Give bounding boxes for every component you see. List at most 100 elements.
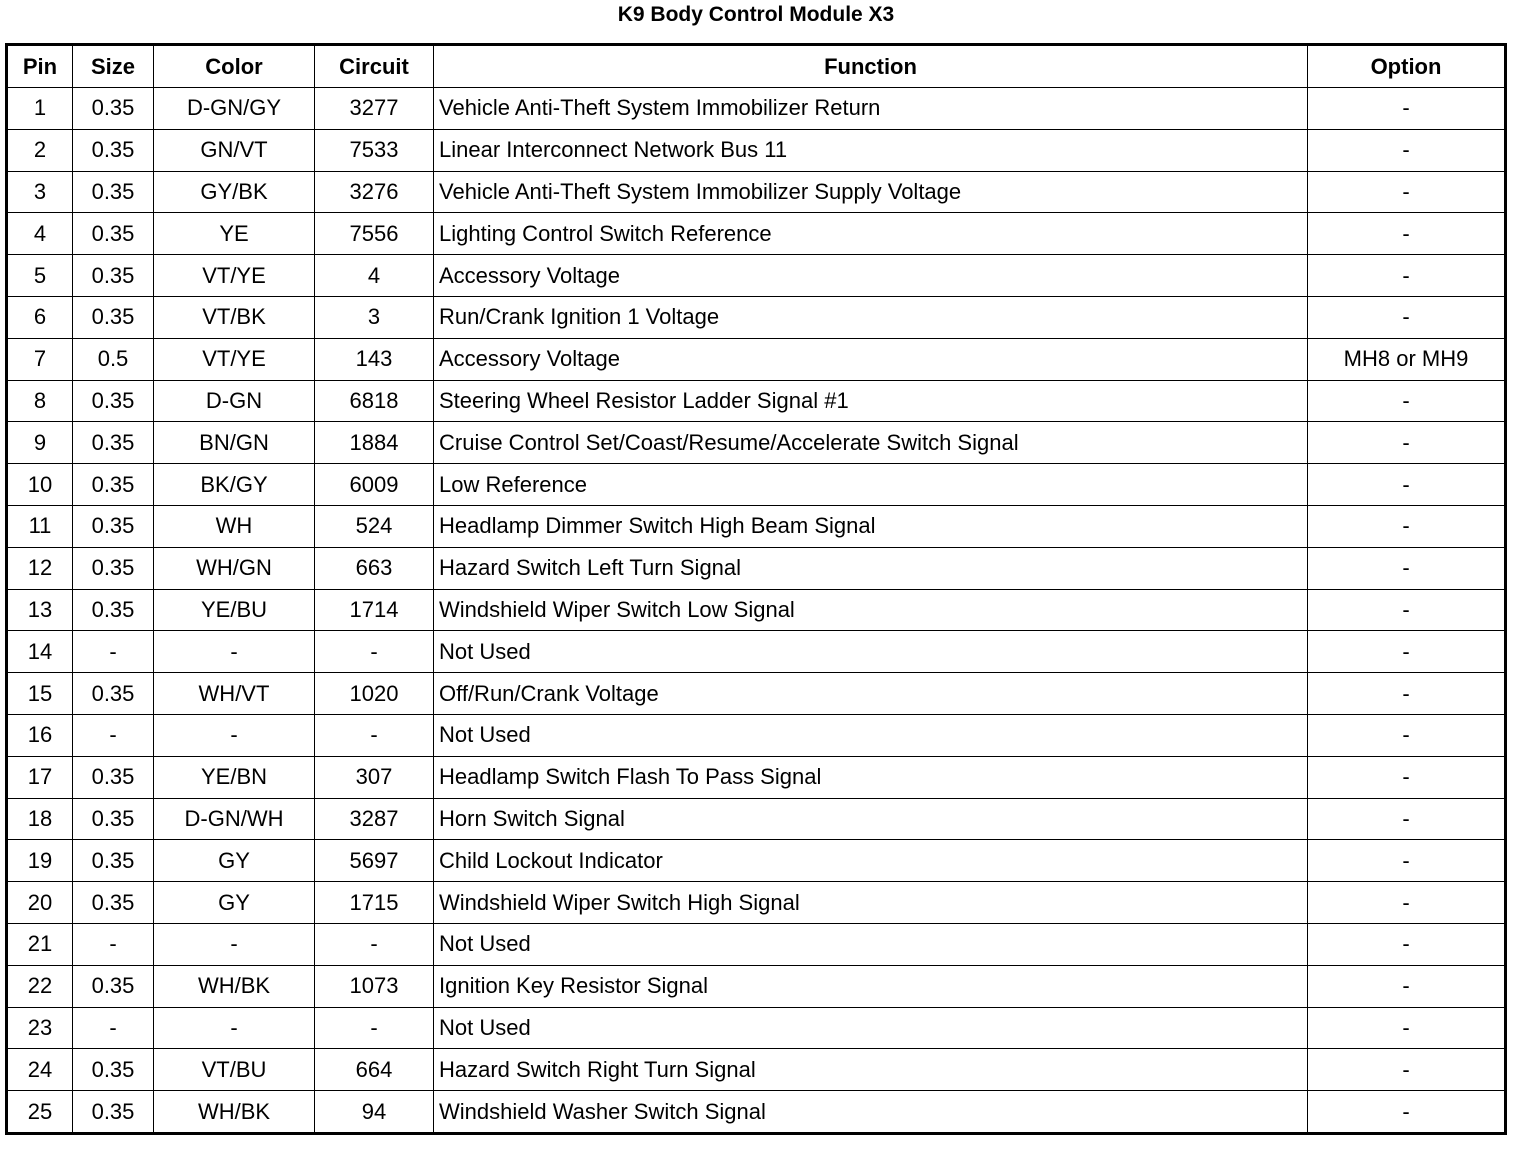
cell-pin: 18: [6, 797, 73, 841]
cell-pin: 16: [6, 713, 73, 757]
cell-pin: 12: [6, 546, 73, 590]
cell-pin: 23: [6, 1006, 73, 1050]
cell-color: VT/BU: [153, 1048, 315, 1092]
cell-option: -: [1307, 672, 1506, 715]
cell-function: Lighting Control Switch Reference: [433, 212, 1308, 256]
cell-function: Not Used: [433, 922, 1308, 966]
cell-option: -: [1307, 713, 1506, 757]
table-row: 24 0.35 VT/BU 664 Hazard Switch Right Turn S…: [6, 1048, 1506, 1092]
cell-circuit: 1884: [314, 421, 434, 465]
cell-pin: 17: [6, 755, 73, 799]
cell-function: Hazard Switch Right Turn Signal: [433, 1048, 1308, 1092]
cell-color: YE/BN: [153, 755, 315, 799]
cell-pin: 22: [6, 964, 73, 1008]
cell-function: Linear Interconnect Network Bus 11: [433, 128, 1308, 172]
cell-pin: 25: [6, 1090, 73, 1134]
cell-option: -: [1307, 463, 1506, 506]
cell-option: -: [1307, 212, 1506, 256]
cell-color: D-GN/WH: [153, 797, 315, 841]
cell-size: -: [72, 630, 154, 674]
cell-color: BK/GY: [153, 463, 315, 506]
cell-circuit: -: [314, 922, 434, 966]
cell-circuit: -: [314, 713, 434, 757]
cell-function: Ignition Key Resistor Signal: [433, 964, 1308, 1008]
cell-size: -: [72, 1006, 154, 1050]
cell-option: -: [1307, 170, 1506, 214]
column-header-circuit: Circuit: [314, 44, 434, 88]
cell-color: VT/YE: [153, 337, 315, 381]
cell-color: D-GN: [153, 379, 315, 423]
cell-function: Headlamp Dimmer Switch High Beam Signal: [433, 504, 1308, 548]
column-header-option: Option: [1307, 44, 1506, 88]
cell-pin: 2: [6, 128, 73, 172]
cell-pin: 14: [6, 630, 73, 674]
cell-option: -: [1307, 755, 1506, 799]
cell-size: 0.35: [72, 839, 154, 883]
cell-function: Horn Switch Signal: [433, 797, 1308, 841]
table-row: 18 0.35 D-GN/WH 3287 Horn Switch Signal -: [6, 797, 1506, 841]
cell-circuit: -: [314, 630, 434, 674]
cell-size: 0.35: [72, 170, 154, 214]
cell-size: -: [72, 713, 154, 757]
cell-circuit: 1020: [314, 672, 434, 715]
cell-color: WH/VT: [153, 672, 315, 715]
cell-circuit: 3287: [314, 797, 434, 841]
cell-option: -: [1307, 421, 1506, 465]
table-row: 11 0.35 WH 524 Headlamp Dimmer Switch High B…: [6, 504, 1506, 548]
cell-size: 0.35: [72, 87, 154, 130]
cell-circuit: 663: [314, 546, 434, 590]
table-row: 2 0.35 GN/VT 7533 Linear Interconnect Networ…: [6, 128, 1506, 172]
table-row: 12 0.35 WH/GN 663 Hazard Switch Left Turn Si…: [6, 546, 1506, 590]
cell-color: VT/YE: [153, 254, 315, 297]
cell-size: 0.35: [72, 504, 154, 548]
cell-color: YE/BU: [153, 588, 315, 632]
table-row: 16- - - Not Used -: [6, 713, 1506, 757]
cell-circuit: 4: [314, 254, 434, 297]
cell-size: 0.35: [72, 463, 154, 506]
cell-size: 0.5: [72, 337, 154, 381]
cell-circuit: 3276: [314, 170, 434, 214]
cell-pin: 4: [6, 212, 73, 256]
cell-option: -: [1307, 254, 1506, 297]
cell-circuit: 7533: [314, 128, 434, 172]
cell-option: -: [1307, 964, 1506, 1008]
table-row: 14- - - Not Used -: [6, 630, 1506, 674]
cell-option: -: [1307, 87, 1506, 130]
cell-pin: 10: [6, 463, 73, 506]
cell-option: -: [1307, 504, 1506, 548]
cell-circuit: 6009: [314, 463, 434, 506]
cell-pin: 7: [6, 337, 73, 381]
table-row: 7 0.5 VT/YE 143 Accessory Voltage MH8 or MH9: [6, 337, 1506, 381]
cell-pin: 5: [6, 254, 73, 297]
cell-size: 0.35: [72, 546, 154, 590]
cell-size: 0.35: [72, 1090, 154, 1134]
cell-pin: 9: [6, 421, 73, 465]
table-row: 6 0.35 VT/BK 3 Run/Crank Ignition 1 Voltage -: [6, 295, 1506, 339]
cell-function: Accessory Voltage: [433, 254, 1308, 297]
cell-size: -: [72, 922, 154, 966]
cell-circuit: -: [314, 1006, 434, 1050]
table-row: 20 0.35 GY 1715 Windshield Wiper Switch High…: [6, 881, 1506, 924]
cell-color: WH/BK: [153, 1090, 315, 1134]
cell-function: Not Used: [433, 1006, 1308, 1050]
cell-option: -: [1307, 1090, 1506, 1134]
cell-color: D-GN/GY: [153, 87, 315, 130]
cell-pin: 13: [6, 588, 73, 632]
header-row: Pin Size Color Circuit Function Option: [6, 44, 1506, 88]
cell-option: -: [1307, 1006, 1506, 1050]
cell-size: 0.35: [72, 964, 154, 1008]
cell-pin: 8: [6, 379, 73, 423]
cell-function: Windshield Wiper Switch High Signal: [433, 881, 1308, 924]
cell-size: 0.35: [72, 797, 154, 841]
cell-circuit: 307: [314, 755, 434, 799]
column-header-function: Function: [433, 44, 1308, 88]
cell-size: 0.35: [72, 588, 154, 632]
cell-size: 0.35: [72, 254, 154, 297]
cell-pin: 20: [6, 881, 73, 924]
cell-size: 0.35: [72, 672, 154, 715]
cell-pin: 6: [6, 295, 73, 339]
cell-function: Accessory Voltage: [433, 337, 1308, 381]
table-row: 25 0.35 WH/BK 94 Windshield Washer Switch Si…: [6, 1090, 1506, 1134]
cell-circuit: 1073: [314, 964, 434, 1008]
cell-size: 0.35: [72, 755, 154, 799]
